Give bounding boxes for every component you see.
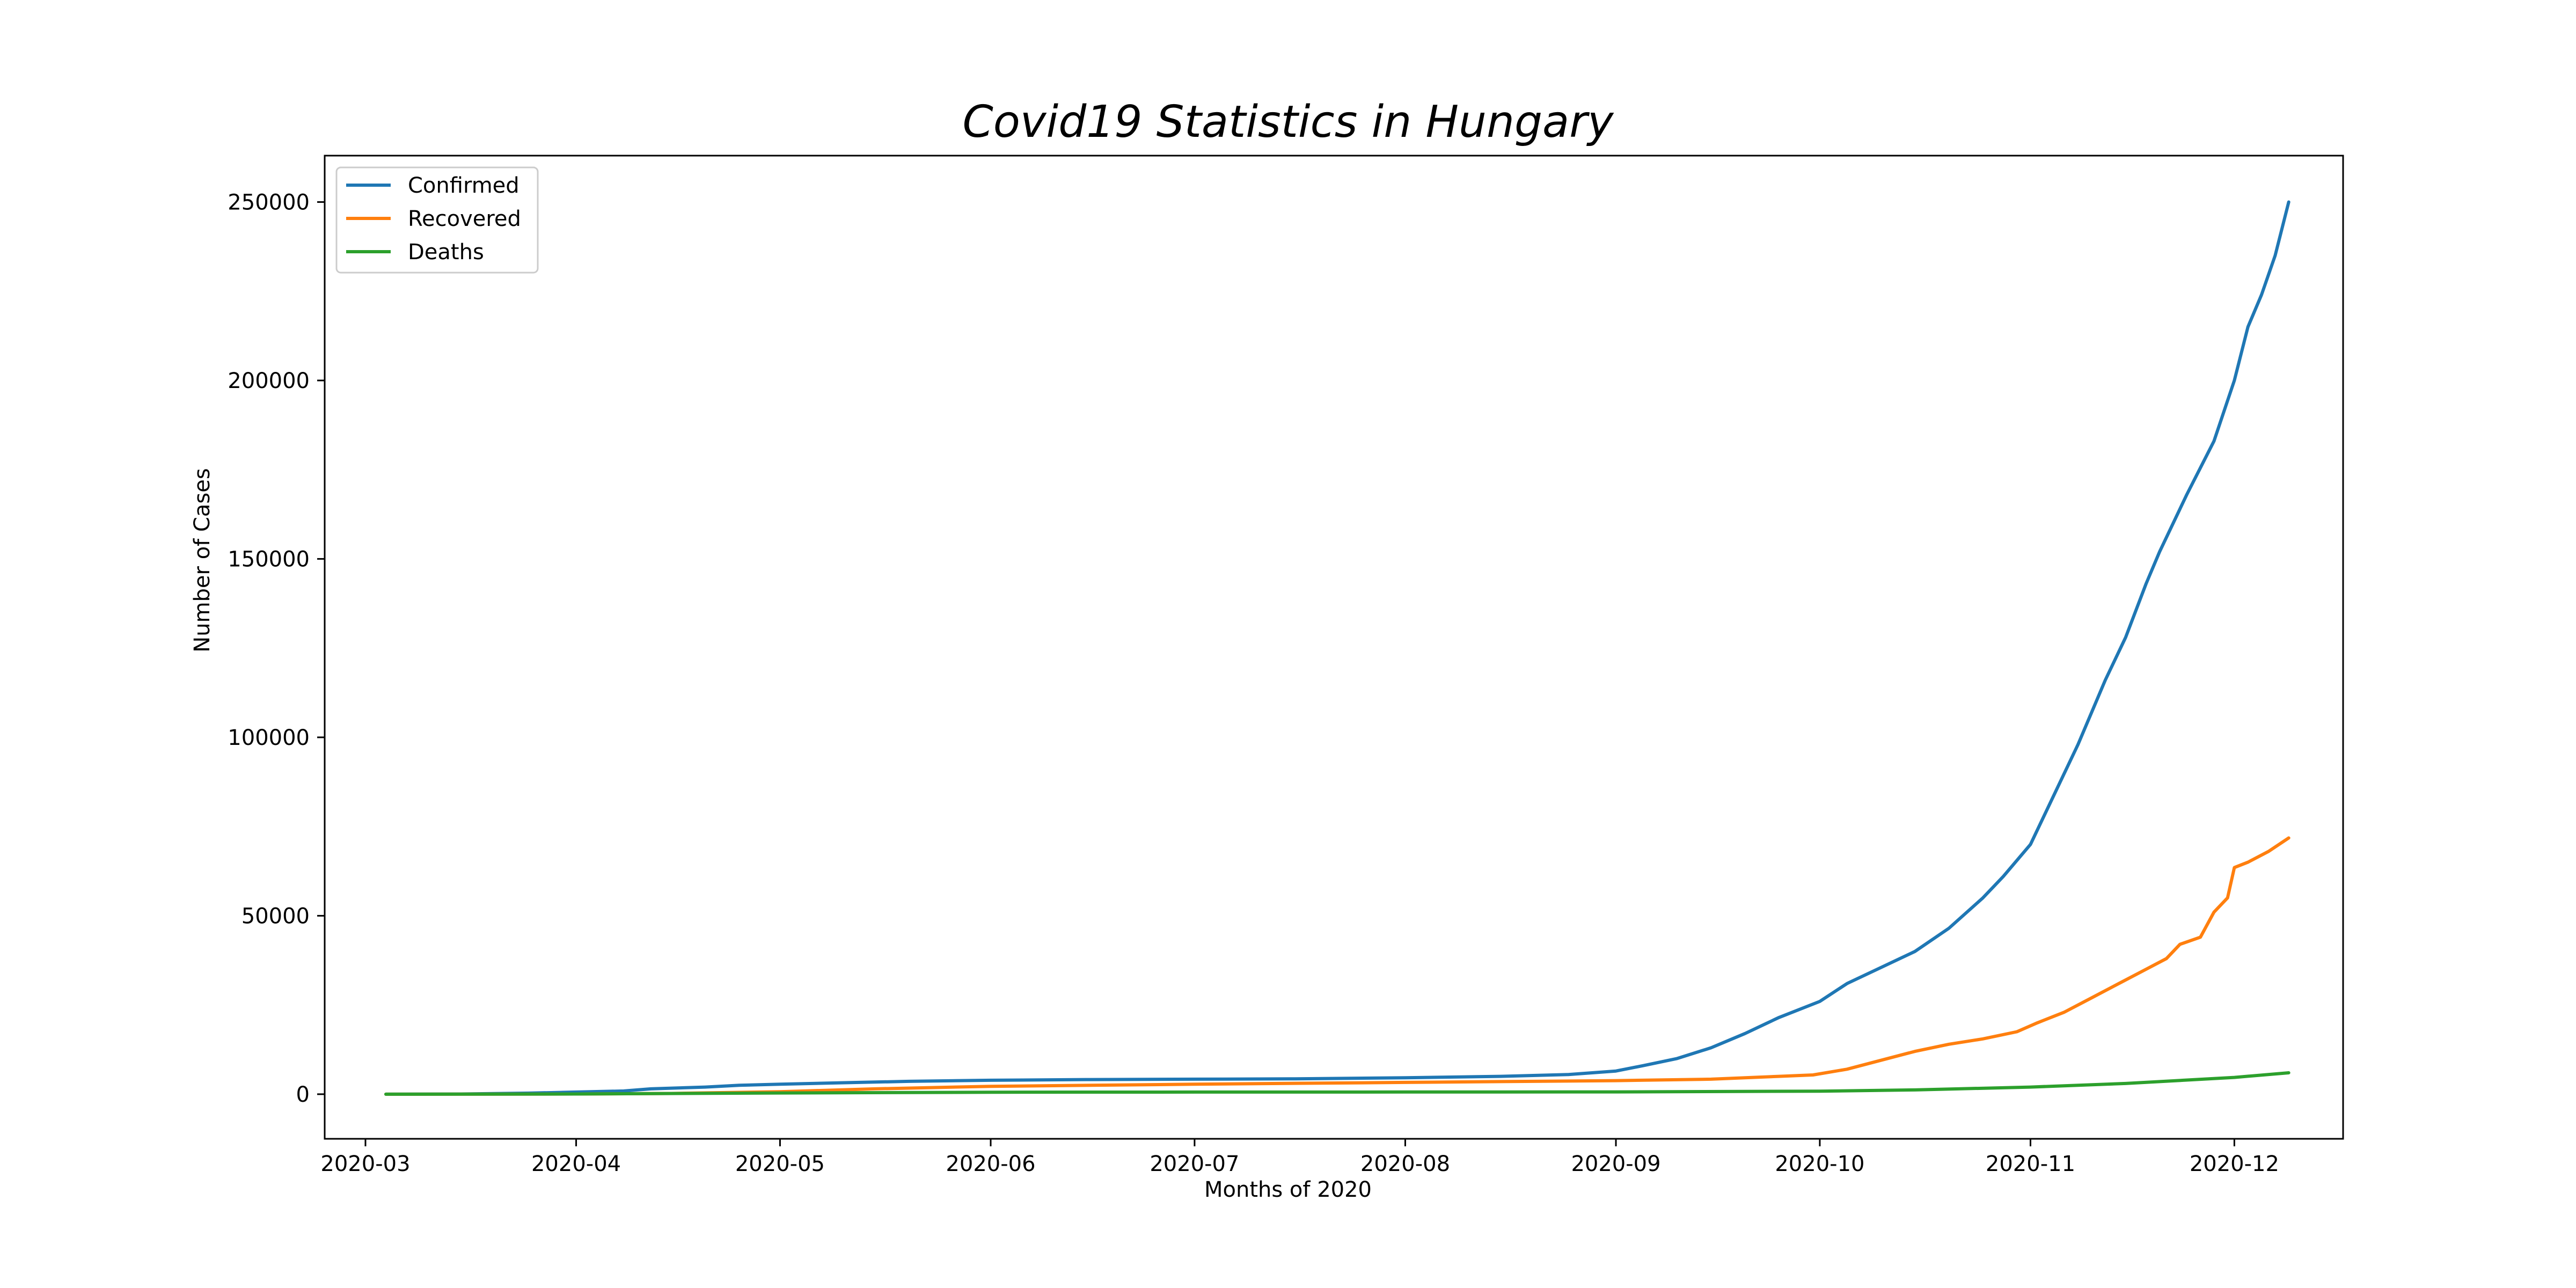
y-axis-label: Number of Cases — [190, 468, 215, 652]
y-tick-label: 150000 — [228, 547, 310, 572]
legend-label-recovered: Recovered — [408, 207, 521, 231]
y-tick-label: 50000 — [241, 904, 310, 928]
x-tick-label: 2020-11 — [1986, 1152, 2075, 1176]
x-tick-label: 2020-05 — [735, 1152, 825, 1176]
axes-frame — [324, 155, 2344, 1140]
plot-area: 2020-03 2020-04 2020-05 2020-06 2020-07 2020-… — [228, 155, 2344, 1176]
y-tick-label: 100000 — [228, 726, 310, 750]
x-tick-label: 2020-08 — [1360, 1152, 1450, 1176]
y-tick-label: 200000 — [228, 369, 310, 393]
legend-label-confirmed: Confirmed — [408, 173, 519, 198]
legend: Confirmed Recovered Deaths — [335, 166, 539, 274]
series-line-confirmed — [384, 200, 2290, 1096]
series-line-recovered — [384, 836, 2290, 1096]
x-axis-label: Months of 2020 — [1204, 1177, 1372, 1202]
x-tick-label: 2020-09 — [1571, 1152, 1660, 1176]
x-tick-label: 2020-06 — [946, 1152, 1035, 1176]
legend-box — [335, 166, 539, 274]
y-tick-label: 0 — [296, 1082, 310, 1107]
x-tick-label: 2020-12 — [2190, 1152, 2279, 1176]
x-tick-label: 2020-07 — [1150, 1152, 1239, 1176]
x-tick-label: 2020-03 — [320, 1152, 410, 1176]
y-tick-label: 250000 — [228, 190, 310, 215]
x-tick-label: 2020-04 — [531, 1152, 621, 1176]
chart-title: Covid19 Statistics in Hungary — [962, 97, 1614, 148]
legend-label-deaths: Deaths — [408, 240, 484, 265]
x-tick-label: 2020-10 — [1775, 1152, 1864, 1176]
series-line-deaths — [384, 1071, 2290, 1096]
